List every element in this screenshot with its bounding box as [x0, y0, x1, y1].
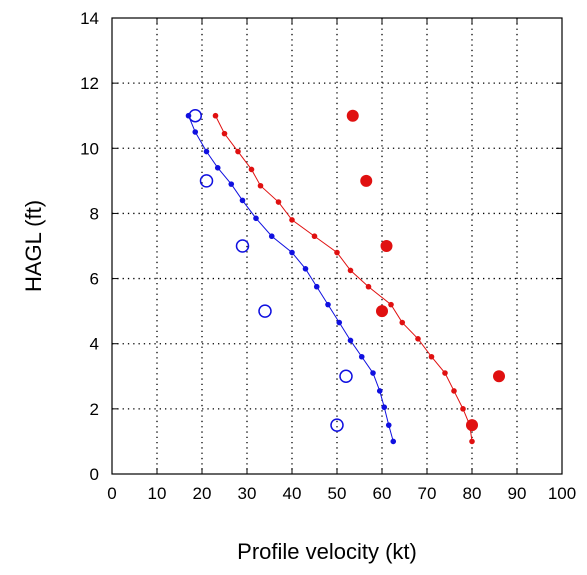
data-point	[428, 353, 435, 360]
data-point-filled	[493, 370, 505, 383]
data-point	[268, 233, 275, 240]
data-point	[358, 353, 365, 360]
data-point	[336, 319, 343, 326]
series-red-filled-circles	[346, 109, 505, 432]
data-point-filled	[376, 305, 388, 318]
y-tick-label: 8	[90, 204, 99, 223]
data-point	[289, 249, 295, 256]
data-point-filled	[346, 109, 359, 122]
x-tick-label: 100	[548, 484, 576, 503]
x-tick-label: 80	[463, 484, 482, 503]
x-tick-label: 20	[193, 484, 212, 503]
data-point	[347, 267, 354, 274]
data-point	[235, 148, 241, 155]
series-line	[215, 115, 473, 442]
data-point	[203, 148, 210, 155]
data-point	[228, 181, 235, 187]
series-red-line-small-markers	[212, 112, 475, 445]
data-point-open	[258, 304, 272, 318]
y-tick-labels: 0 2 4 6 8 10 12 14	[80, 9, 99, 484]
x-tick-label: 70	[418, 484, 437, 503]
data-point	[239, 197, 246, 204]
y-tick-label: 4	[90, 335, 99, 354]
data-point	[257, 182, 264, 189]
series-line	[188, 115, 394, 442]
data-point	[212, 112, 219, 119]
x-tick-label: 40	[283, 484, 302, 503]
x-tick-label: 10	[148, 484, 167, 503]
data-point	[451, 388, 457, 394]
x-tick-label: 50	[328, 484, 347, 503]
data-point	[214, 165, 221, 171]
data-point	[385, 422, 392, 428]
y-tick-label: 0	[90, 465, 99, 484]
data-point-open	[188, 108, 202, 123]
data-point	[415, 336, 421, 342]
data-point	[399, 319, 406, 326]
data-series	[185, 108, 505, 445]
data-point	[192, 129, 199, 135]
data-point	[253, 215, 259, 222]
y-tick-label: 10	[80, 139, 99, 158]
data-point	[460, 406, 466, 412]
y-tick-label: 14	[80, 9, 99, 28]
y-tick-label: 6	[90, 270, 99, 289]
data-point	[248, 166, 255, 173]
data-point	[289, 217, 295, 223]
data-point	[347, 337, 354, 344]
tick-marks	[111, 17, 563, 475]
data-point-filled	[466, 419, 478, 432]
data-point	[325, 301, 331, 308]
data-point-open	[339, 369, 353, 384]
data-point	[390, 438, 397, 445]
data-point-open	[199, 174, 214, 188]
data-point	[365, 283, 372, 290]
data-point	[311, 233, 318, 240]
y-tick-label: 2	[90, 400, 99, 419]
data-point	[334, 249, 340, 256]
data-point-filled	[380, 240, 393, 252]
series-blue-line-small-markers	[185, 112, 397, 445]
data-point	[469, 438, 475, 445]
y-tick-label: 12	[80, 74, 99, 93]
data-point	[275, 199, 282, 205]
data-point-open	[235, 239, 250, 253]
x-tick-label: 30	[238, 484, 257, 503]
data-point-open	[330, 418, 344, 432]
data-point	[442, 370, 448, 376]
data-point	[376, 388, 383, 394]
data-point	[221, 130, 228, 137]
data-point	[388, 301, 394, 308]
data-point	[370, 370, 376, 376]
x-axis-title: Profile velocity (kt)	[237, 539, 417, 564]
grid-lines	[112, 18, 562, 474]
series-blue-open-circles	[188, 108, 353, 432]
data-point-filled	[360, 174, 373, 187]
x-tick-label: 0	[107, 484, 116, 503]
data-point	[313, 283, 320, 290]
x-tick-label: 90	[508, 484, 527, 503]
data-point	[381, 404, 388, 411]
y-axis-title: HAGL (ft)	[21, 200, 46, 292]
x-tick-label: 60	[373, 484, 392, 503]
data-point	[302, 266, 309, 272]
x-tick-labels: 0 10 20 30 40 50 60 70 80 90 100	[107, 484, 576, 503]
